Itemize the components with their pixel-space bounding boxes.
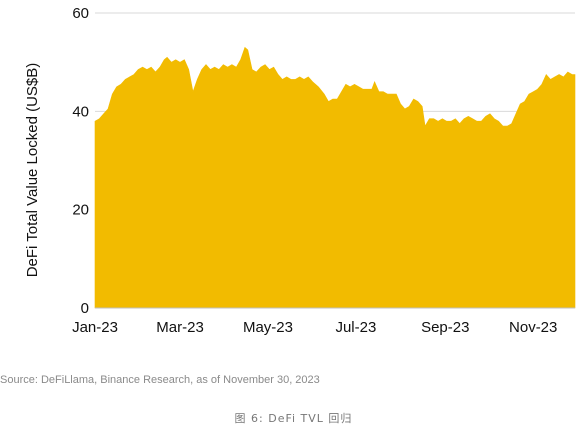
x-tick-label: Jan-23 [72,319,118,336]
y-tick-label: 60 [72,5,89,22]
tvl-area-series [94,46,576,309]
y-tick-label: 40 [72,103,89,120]
y-tick-label: 0 [81,300,89,317]
y-tick-label: 20 [72,202,89,219]
x-tick-label: Sep-23 [421,319,469,336]
source-note: Source: DeFiLlama, Binance Research, as … [0,374,320,386]
y-axis-title: DeFi Total Value Locked (US$B) [24,63,41,278]
x-tick-labels: Jan-23 Mar-23 May-23 Jul-23 Sep-23 Nov-23 [72,319,557,336]
y-tick-labels: 0 20 40 60 [72,5,89,317]
x-tick-label: Mar-23 [156,319,204,336]
x-tick-label: Jul-23 [335,319,376,336]
x-tick-label: May-23 [243,319,293,336]
tvl-area-chart: 0 20 40 60 Jan-23 Mar-23 May-23 Jul-23 Sep-23 No… [24,5,576,336]
x-tick-label: Nov-23 [509,319,557,336]
figure-caption: 图 6: DeFi TVL 回归 [234,412,353,425]
